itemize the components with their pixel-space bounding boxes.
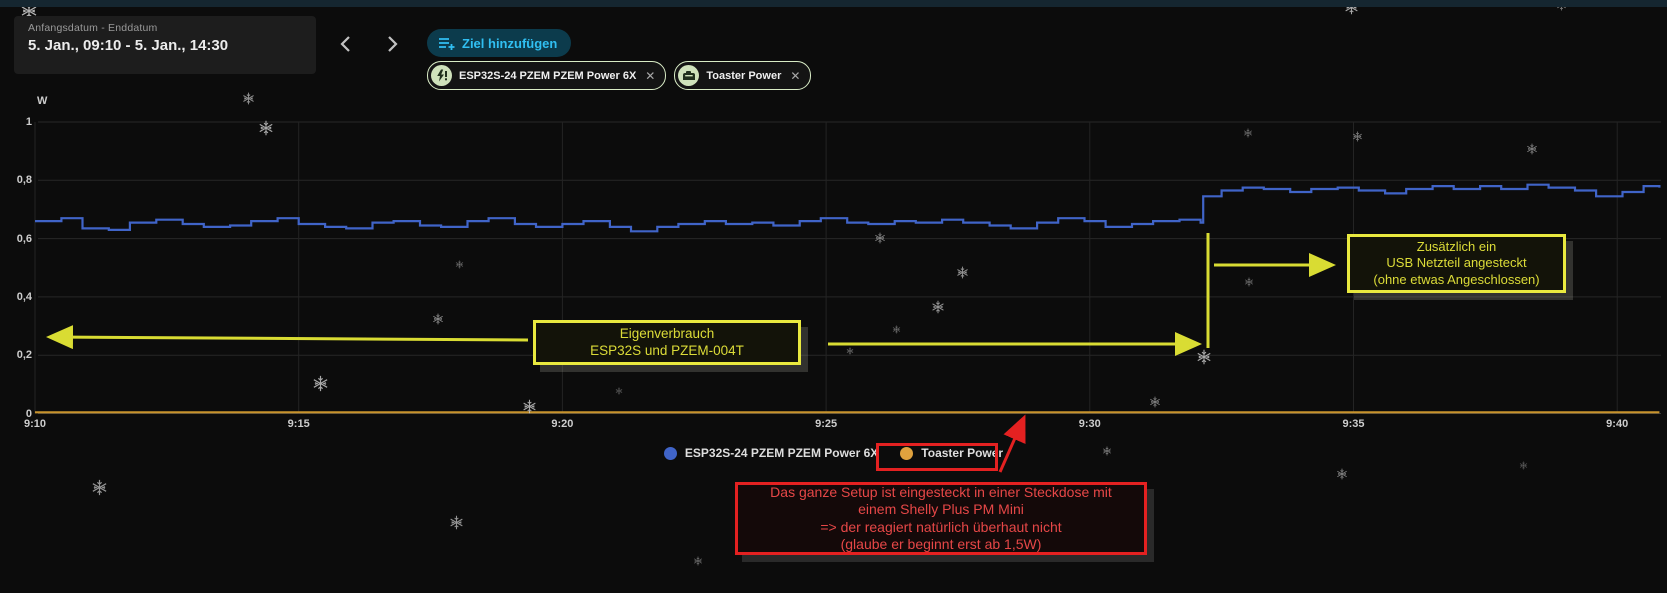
entity-chip-toaster[interactable]: Toaster Power ✕ [674, 61, 812, 90]
x-tick-label: 9:35 [1342, 418, 1365, 430]
chip-close-icon[interactable]: ✕ [645, 68, 656, 83]
date-range-value: 5. Jan., 09:10 - 5. Jan., 14:30 [28, 37, 229, 54]
snowflake-icon [455, 260, 464, 269]
y-tick-label: 0,6 [16, 232, 32, 245]
snowflake-icon [892, 325, 901, 334]
annotation-line: Eigenverbrauch [619, 325, 715, 341]
annotation-box-shelly: Das ganze Setup ist eingesteckt in einer… [735, 482, 1147, 555]
snowflake-icon [1526, 143, 1538, 155]
chart-gridlines [34, 121, 1661, 414]
prev-range-button[interactable] [331, 30, 359, 58]
snowflake-icon [1336, 468, 1348, 480]
chip-label: Toaster Power [706, 69, 782, 82]
snowflake-icon [432, 313, 444, 325]
add-goal-label: Ziel hinzufügen [462, 35, 558, 51]
snowflake-icon [259, 120, 273, 136]
playlist-plus-icon [439, 37, 455, 50]
snowflake-icon [313, 375, 328, 392]
annotation-line: Zusätzlich ein [1416, 239, 1497, 255]
next-range-button[interactable] [378, 30, 406, 58]
snowflake-icon [242, 92, 255, 105]
snowflake-icon [450, 515, 463, 530]
chart-series [35, 183, 1661, 414]
snowflake-icon [92, 479, 107, 496]
annotation-line: Das ganze Setup ist eingesteckt in einer… [770, 483, 1112, 500]
entity-chip-esp32[interactable]: ESP32S-24 PZEM PZEM Power 6X ✕ [427, 61, 667, 90]
snowflake-icon [693, 556, 703, 566]
x-tick-label: 9:40 [1606, 418, 1629, 430]
snowflake-icon [1519, 461, 1528, 470]
y-tick-label: 0 [25, 407, 32, 420]
chevron-left-icon [339, 36, 350, 52]
legend-item-esp32s-24-pzem-pzem-power-6x[interactable]: ESP32S-24 PZEM PZEM Power 6X [663, 446, 879, 460]
annotation-line: => der reagiert natürlich überhaut nicht [820, 518, 1062, 535]
red-highlight-rectangle [876, 443, 998, 471]
snowflake-icon [932, 300, 944, 314]
x-tick-label: 9:25 [815, 418, 838, 430]
y-tick-label: 0,8 [16, 174, 32, 187]
annotation-line: einem Shelly Plus PM Mini [858, 501, 1024, 517]
snowflake-icon [1244, 277, 1254, 287]
entity-chips: ESP32S-24 PZEM PZEM Power 6X ✕ Toaster Pow… [427, 61, 812, 90]
annotation-box-usb-netzteil: Zusätzlich ein USB Netzteil angesteckt (oh… [1347, 234, 1566, 293]
toaster-icon [678, 65, 700, 86]
x-tick-label: 9:10 [23, 418, 47, 430]
legend-dot-icon [663, 446, 677, 460]
series-line-esp32s-24-pzem-pzem-power-6x [35, 183, 1661, 233]
snowflake-icon [1352, 131, 1363, 142]
legend-label: Toaster Power [921, 446, 1004, 460]
annotation-box-eigenverbrauch: Eigenverbrauch ESP32S und PZEM-004T [533, 320, 801, 365]
red-arrow [998, 414, 1026, 473]
add-goal-button[interactable]: Ziel hinzufügen [427, 29, 572, 57]
snowflake-icon [615, 387, 623, 395]
snowflake-icon [874, 232, 886, 244]
y-axis-unit: W [37, 95, 48, 107]
y-tick-label: 0,2 [16, 349, 32, 362]
chart-legend: ESP32S-24 PZEM PZEM Power 6X Toaster Powe… [0, 446, 1667, 460]
chip-close-icon[interactable]: ✕ [790, 68, 801, 83]
yellow-annotation-arrows [46, 233, 1336, 356]
snowflake-icon [846, 347, 854, 355]
x-tick-label: 9:20 [551, 418, 574, 430]
yellow-arrow-left [46, 325, 529, 350]
top-bar [0, 0, 1667, 7]
x-tick-label: 9:15 [287, 418, 310, 430]
y-tick-label: 1 [25, 116, 32, 128]
flash-alert-icon [431, 65, 452, 86]
chip-label: ESP32S-24 PZEM PZEM Power 6X [459, 69, 637, 82]
x-tick-label: 9:30 [1078, 418, 1101, 430]
annotation-line: USB Netzteil angesteckt [1386, 255, 1527, 271]
annotation-line: (glaube er beginnt erst ab 1,5W) [840, 536, 1042, 552]
snowflake-icon [1149, 396, 1161, 408]
snowflake-icon [1243, 128, 1253, 138]
date-range-label: Anfangsdatum - Enddatum [28, 22, 158, 34]
chevron-right-icon [387, 36, 398, 52]
snowflake-icon [1197, 349, 1211, 365]
annotation-line: ESP32S und PZEM-004T [590, 342, 744, 358]
annotation-line: (ohne etwas Angeschlossen) [1373, 271, 1540, 287]
legend-dot-icon [900, 446, 914, 460]
legend-item-toaster-power[interactable]: Toaster Power [900, 446, 1003, 460]
legend-label: ESP32S-24 PZEM PZEM Power 6X [684, 446, 879, 460]
date-range-picker[interactable]: Anfangsdatum - Enddatum 5. Jan., 09:10 -… [14, 16, 316, 74]
y-tick-label: 0,4 [16, 290, 32, 303]
snowflake-icon [956, 266, 969, 279]
